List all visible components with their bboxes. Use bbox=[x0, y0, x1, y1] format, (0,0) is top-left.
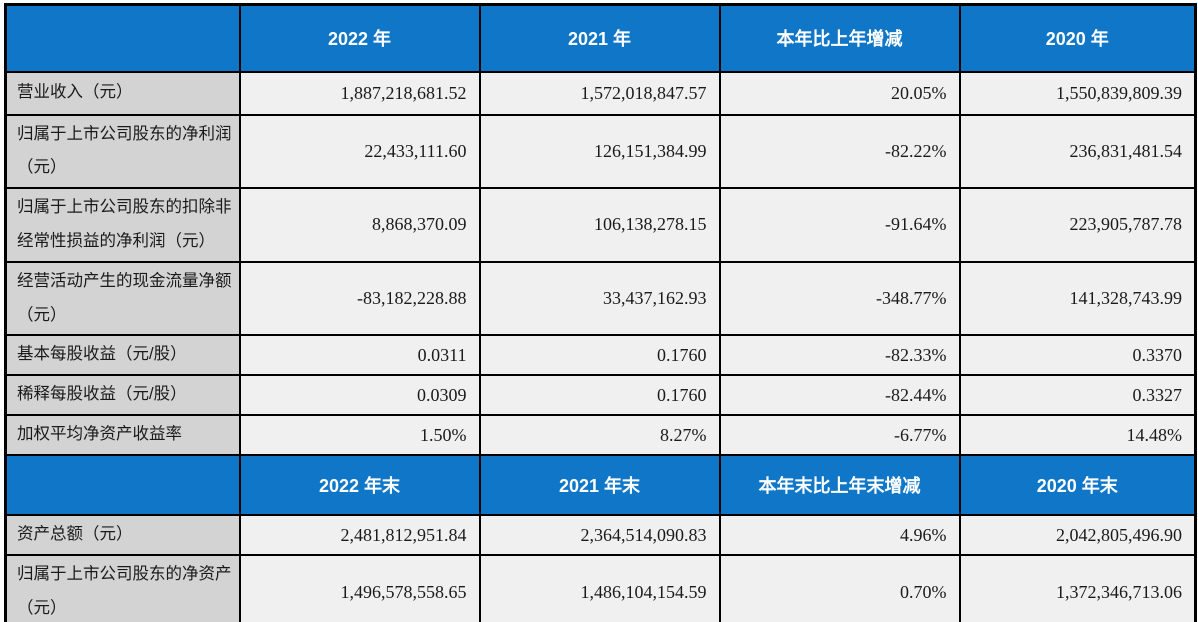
table-row-net-profit: 归属于上市公司股东的净利润（元） 22,433,111.60 126,151,3… bbox=[4, 113, 1197, 190]
row-label: 归属于上市公司股东的净资产（元） bbox=[4, 554, 241, 622]
value-2021: 8.27% bbox=[478, 414, 721, 457]
header-yoy-change: 本年比上年增减 bbox=[718, 3, 961, 73]
value-2020: 2,042,805,496.90 bbox=[958, 514, 1197, 557]
value-2022: 1,887,218,681.52 bbox=[238, 70, 481, 116]
value-change: -82.44% bbox=[718, 374, 961, 417]
value-change: -82.22% bbox=[718, 113, 961, 190]
value-change: -91.64% bbox=[718, 187, 961, 263]
value-change: 4.96% bbox=[718, 514, 961, 557]
row-label: 资产总额（元） bbox=[4, 514, 241, 557]
value-change: 0.70% bbox=[718, 554, 961, 622]
table-row-basic-eps: 基本每股收益（元/股） 0.0311 0.1760 -82.33% 0.3370 bbox=[4, 334, 1197, 377]
value-2022: 8,868,370.09 bbox=[238, 187, 481, 263]
value-2022: 22,433,111.60 bbox=[238, 113, 481, 190]
value-2020: 223,905,787.78 bbox=[958, 187, 1197, 263]
table-row-operating-cash-flow: 经营活动产生的现金流量净额（元） -83,182,228.88 33,437,1… bbox=[4, 260, 1197, 337]
header-2022: 2022 年 bbox=[238, 3, 481, 73]
header-2021: 2021 年 bbox=[478, 3, 721, 73]
value-2021: 2,364,514,090.83 bbox=[478, 514, 721, 557]
value-2021: 1,572,018,847.57 bbox=[478, 70, 721, 116]
value-change: -348.77% bbox=[718, 260, 961, 337]
value-change: 20.05% bbox=[718, 70, 961, 116]
key-financial-data-table: 2022 年 2021 年 本年比上年增减 2020 年 营业收入（元） 1,8… bbox=[4, 3, 1197, 622]
value-2022: 1.50% bbox=[238, 414, 481, 457]
header-2021-year-end: 2021 年末 bbox=[478, 454, 721, 517]
value-2020: 236,831,481.54 bbox=[958, 113, 1197, 190]
row-label: 基本每股收益（元/股） bbox=[4, 334, 241, 377]
row-label: 归属于上市公司股东的净利润（元） bbox=[4, 113, 241, 190]
header-row-annual: 2022 年 2021 年 本年比上年增减 2020 年 bbox=[4, 3, 1197, 73]
table-row-total-assets: 资产总额（元） 2,481,812,951.84 2,364,514,090.8… bbox=[4, 514, 1197, 557]
value-2022: 1,496,578,558.65 bbox=[238, 554, 481, 622]
value-change: -6.77% bbox=[718, 414, 961, 457]
value-2021: 126,151,384.99 bbox=[478, 113, 721, 190]
value-2021: 0.1760 bbox=[478, 374, 721, 417]
value-2022: 0.0311 bbox=[238, 334, 481, 377]
table-row-net-assets: 归属于上市公司股东的净资产（元） 1,496,578,558.65 1,486,… bbox=[4, 554, 1197, 622]
row-label: 经营活动产生的现金流量净额（元） bbox=[4, 260, 241, 337]
value-2021: 106,138,278.15 bbox=[478, 187, 721, 263]
row-label: 营业收入（元） bbox=[4, 70, 241, 116]
header-2022-year-end: 2022 年末 bbox=[238, 454, 481, 517]
value-change: -82.33% bbox=[718, 334, 961, 377]
header-2020-year-end: 2020 年末 bbox=[958, 454, 1197, 517]
value-2020: 14.48% bbox=[958, 414, 1197, 457]
value-2020: 0.3327 bbox=[958, 374, 1197, 417]
table-row-diluted-eps: 稀释每股收益（元/股） 0.0309 0.1760 -82.44% 0.3327 bbox=[4, 374, 1197, 417]
header-blank-cell bbox=[4, 3, 241, 73]
value-2020: 141,328,743.99 bbox=[958, 260, 1197, 337]
header-row-year-end: 2022 年末 2021 年末 本年末比上年末增减 2020 年末 bbox=[4, 454, 1197, 517]
table-row-revenue: 营业收入（元） 1,887,218,681.52 1,572,018,847.5… bbox=[4, 70, 1197, 116]
table-row-weighted-avg-roe: 加权平均净资产收益率 1.50% 8.27% -6.77% 14.48% bbox=[4, 414, 1197, 457]
value-2020: 1,550,839,809.39 bbox=[958, 70, 1197, 116]
value-2021: 1,486,104,154.59 bbox=[478, 554, 721, 622]
value-2020: 1,372,346,713.06 bbox=[958, 554, 1197, 622]
row-label: 加权平均净资产收益率 bbox=[4, 414, 241, 457]
header-2020: 2020 年 bbox=[958, 3, 1197, 73]
value-2020: 0.3370 bbox=[958, 334, 1197, 377]
header-year-end-change: 本年末比上年末增减 bbox=[718, 454, 961, 517]
header-blank-cell bbox=[4, 454, 241, 517]
value-2022: -83,182,228.88 bbox=[238, 260, 481, 337]
table-row-net-profit-excl-nonrecurring: 归属于上市公司股东的扣除非经常性损益的净利润（元） 8,868,370.09 1… bbox=[4, 187, 1197, 263]
value-2022: 0.0309 bbox=[238, 374, 481, 417]
value-2022: 2,481,812,951.84 bbox=[238, 514, 481, 557]
value-2021: 0.1760 bbox=[478, 334, 721, 377]
row-label: 归属于上市公司股东的扣除非经常性损益的净利润（元） bbox=[4, 187, 241, 263]
row-label: 稀释每股收益（元/股） bbox=[4, 374, 241, 417]
value-2021: 33,437,162.93 bbox=[478, 260, 721, 337]
